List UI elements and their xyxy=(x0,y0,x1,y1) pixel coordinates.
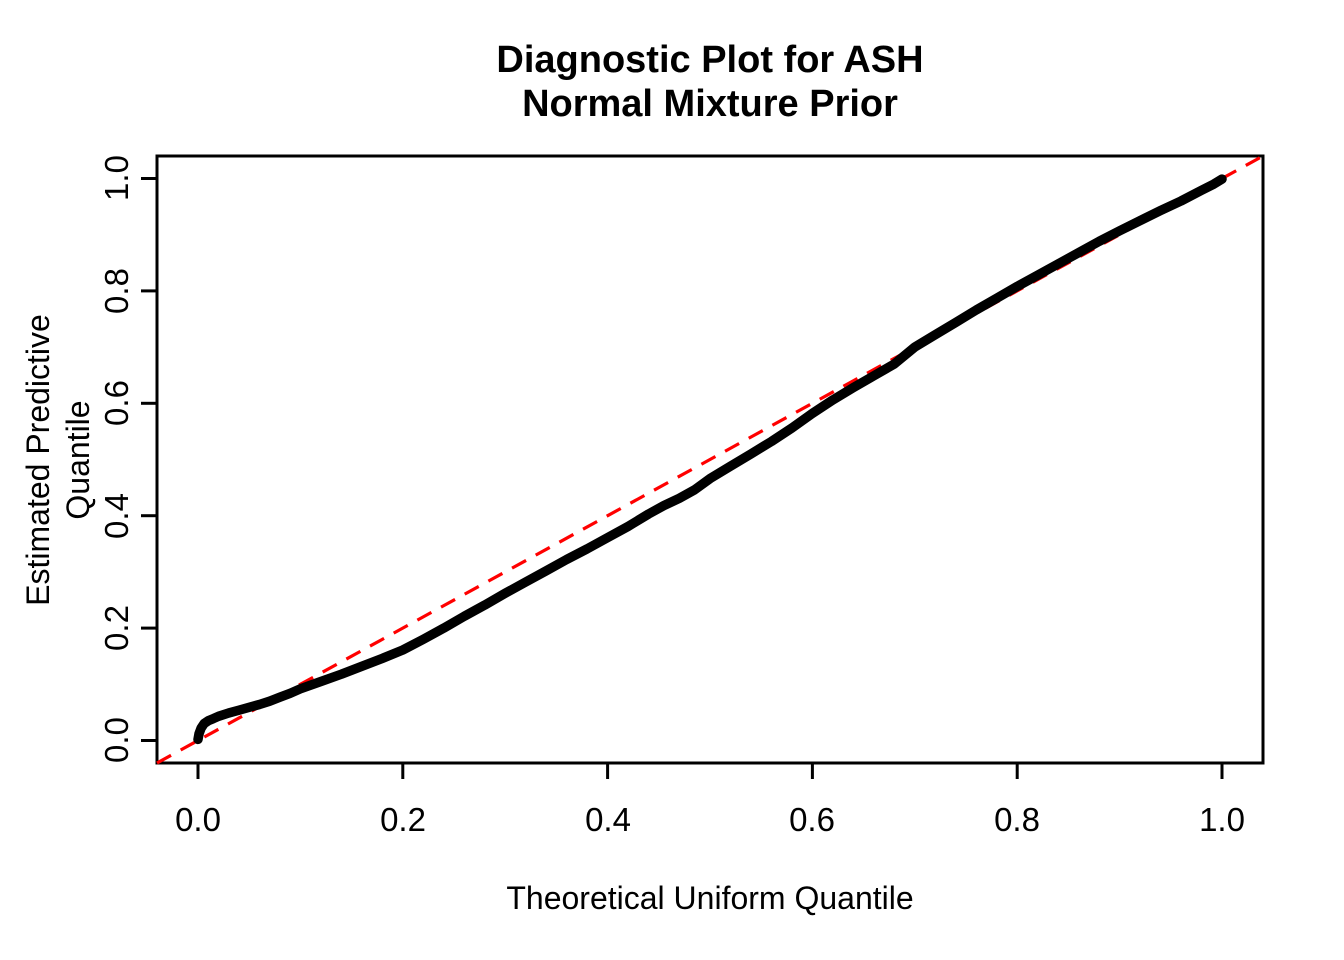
chart-title: Diagnostic Plot for ASH Normal Mixture P… xyxy=(157,38,1263,126)
predictive-quantile-curve xyxy=(193,174,1227,745)
y-tick-label-0: 0.0 xyxy=(98,717,135,763)
x-tick-label-1: 0.2 xyxy=(380,801,426,838)
x-axis-title: Theoretical Uniform Quantile xyxy=(506,880,914,916)
y-tick-label-1: 0.2 xyxy=(98,605,135,651)
chart-title-line1: Diagnostic Plot for ASH xyxy=(496,39,924,81)
y-tick-label-2: 0.4 xyxy=(98,493,135,539)
chart-title-line2: Normal Mixture Prior xyxy=(522,83,898,125)
x-tick-label-3: 0.6 xyxy=(789,801,835,838)
y-tick-label-4: 0.8 xyxy=(98,268,135,314)
identity-reference-line xyxy=(156,154,1264,765)
y-axis-ticks xyxy=(141,177,157,742)
x-tick-label-0: 0.0 xyxy=(175,801,221,838)
x-tick-label-2: 0.4 xyxy=(585,801,631,838)
y-tick-label-3: 0.6 xyxy=(98,380,135,426)
y-tick-label-5: 1.0 xyxy=(98,155,135,201)
plot-box xyxy=(155,154,1265,765)
x-tick-label-4: 0.8 xyxy=(994,801,1040,838)
x-axis-ticks xyxy=(196,763,1224,779)
x-tick-label-5: 1.0 xyxy=(1199,801,1245,838)
y-axis-title: Estimated Predictive Quantile xyxy=(20,314,96,606)
